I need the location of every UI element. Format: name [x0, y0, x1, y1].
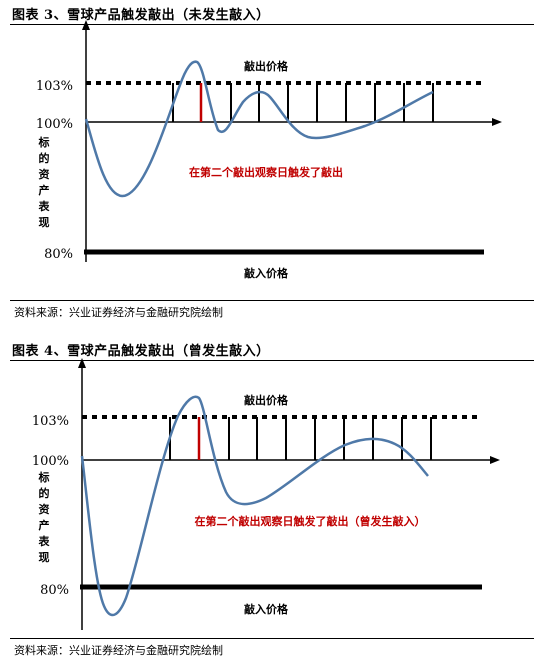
figure-4-asset-curve: [80, 395, 429, 617]
figure-4-knockin-label: 敲入价格: [244, 602, 289, 616]
figure-3-label-103: 103%: [36, 79, 73, 94]
figure-3-y-axis-char: 标: [38, 135, 50, 149]
figure-4-y-axis-char: 的: [39, 486, 50, 500]
figure-3-annotation: 在第二个敲出观察日触发了敲出: [189, 165, 343, 179]
figure-4-annotation: 在第二个敲出观察日触发了敲出（曾发生敲入）: [195, 514, 426, 528]
figure-4-y-axis-char: 表: [38, 534, 51, 548]
figure-3-y-axis-title: 标 的 资 产 表 现: [38, 135, 51, 229]
figure-4-y-axis-char: 现: [39, 551, 50, 564]
figure-3-top-rule: [10, 24, 534, 25]
figure-4-label-100: 100%: [32, 454, 69, 469]
figure-3-title: 图表 3、雪球产品触发敲出（未发生敲入）: [12, 8, 270, 23]
figure-3-bottom-rule: [10, 300, 534, 301]
figure-3-diagram: 103% 100% 80% 敲出价格 敲入价格 在第二个敲出观察日触发了敲出 标…: [36, 20, 502, 280]
figure-3-y-axis-char: 现: [39, 216, 50, 229]
figure-3-asset-curve: [84, 60, 434, 198]
figure-3-y-axis-char: 产: [39, 183, 50, 197]
figure-4-y-axis-char: 资: [39, 502, 50, 516]
figure-4-y-axis-char: 标: [38, 470, 50, 484]
figure-4-top-rule: [10, 360, 534, 361]
figure-3-y-axis-char: 资: [39, 167, 50, 181]
figure-4-title: 图表 4、雪球产品触发敲出（曾发生敲入）: [12, 344, 270, 359]
figure-4-source: 资料来源：兴业证券经济与金融研究院绘制: [14, 644, 223, 657]
figure-3-label-100: 100%: [36, 117, 73, 132]
figure-4-y-axis-arrow: [78, 358, 86, 368]
figure-3-source: 资料来源：兴业证券经济与金融研究院绘制: [14, 306, 223, 319]
figure-4-label-103: 103%: [32, 414, 69, 429]
figure-4-diagram: 103% 100% 80% 敲出价格 敲入价格 在第二个敲出观察日触发了敲出（曾…: [32, 358, 500, 630]
figure-3-y-axis-char: 表: [38, 199, 51, 213]
figure-4-knockout-label: 敲出价格: [244, 393, 289, 407]
figure-3-knockin-label: 敲入价格: [244, 266, 289, 280]
figure-4-y-axis-char: 产: [39, 518, 50, 532]
figure-4-x-axis-arrow: [490, 456, 500, 464]
figure-4-bottom-rule: [10, 638, 534, 639]
figure-3-x-axis-arrow: [492, 118, 502, 126]
figure-3-y-axis-arrow: [82, 20, 90, 30]
figure-3-y-axis-char: 的: [39, 151, 50, 165]
figure-4-y-axis-title: 标 的 资 产 表 现: [38, 470, 51, 564]
figure-4-label-80: 80%: [40, 583, 69, 598]
figure-3-label-80: 80%: [44, 247, 73, 262]
figure-3-knockout-label: 敲出价格: [244, 59, 289, 73]
